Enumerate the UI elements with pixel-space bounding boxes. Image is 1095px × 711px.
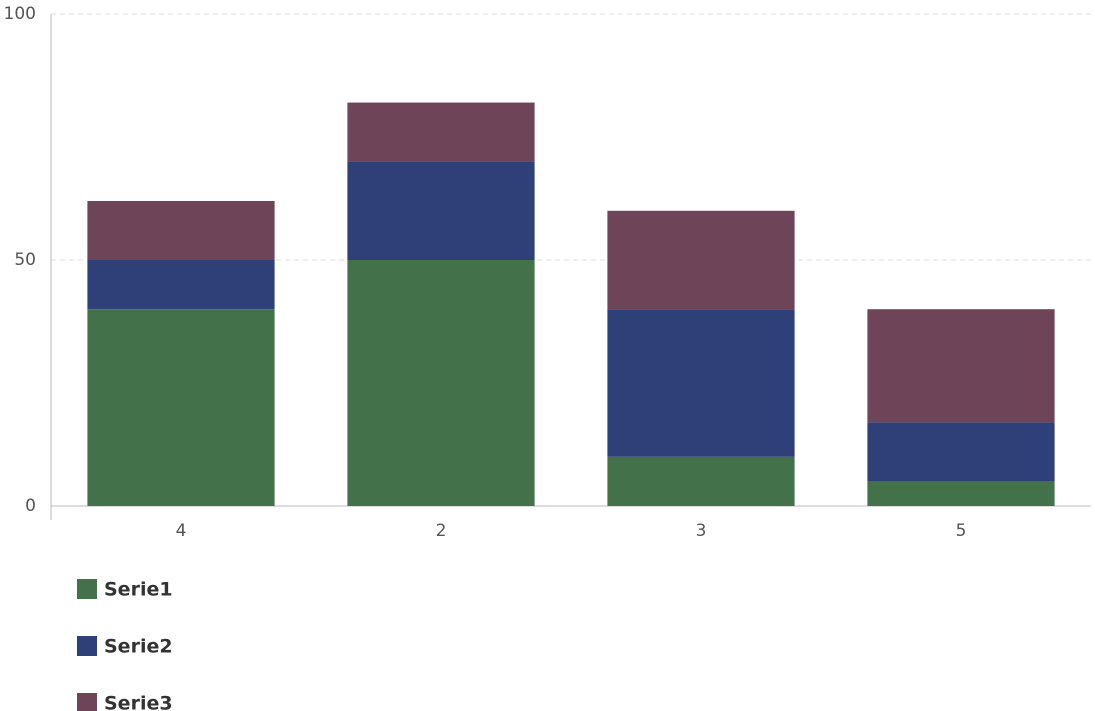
bar-segment [347, 260, 535, 506]
bar-segment [347, 102, 535, 162]
legend-text: Serie3 [104, 693, 173, 711]
legend-swatch [77, 636, 97, 656]
x-tick-label: 5 [956, 521, 967, 541]
bar-segment [867, 481, 1055, 506]
y-tick-label: 50 [14, 250, 36, 270]
x-tick-label: 2 [436, 521, 447, 541]
x-tick-label: 3 [696, 521, 707, 541]
bar-segment [87, 200, 275, 260]
bar-segment [87, 309, 275, 506]
bar-segment [347, 161, 535, 260]
bar-segment [867, 309, 1055, 423]
legend-text: Serie1 [104, 579, 173, 601]
bar-segment [607, 456, 795, 506]
bar-segment [607, 309, 795, 457]
x-tick-label: 4 [176, 521, 187, 541]
y-tick-label: 100 [4, 4, 36, 24]
y-tick-label: 0 [25, 496, 36, 516]
bar-segment [867, 422, 1055, 482]
legend-swatch [77, 579, 97, 599]
bar-segment [87, 260, 275, 310]
legend-text: Serie2 [104, 636, 173, 658]
legend-swatch [77, 693, 97, 711]
bar-segment [607, 210, 795, 310]
